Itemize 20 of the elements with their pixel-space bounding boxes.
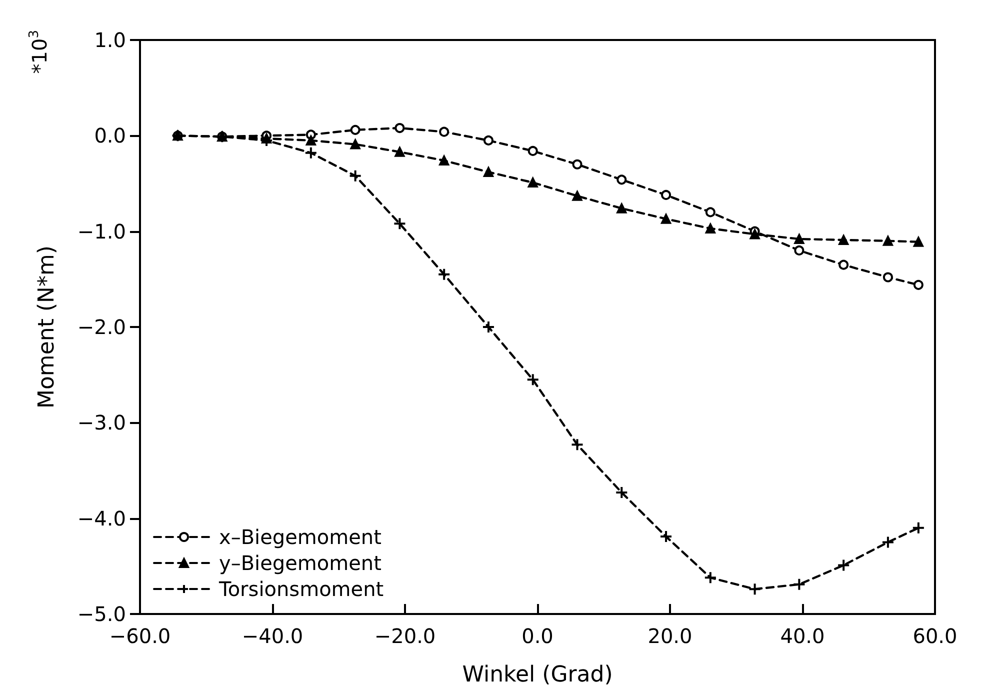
y-tick-label: 1.0 bbox=[94, 28, 126, 52]
x-tick-label: −40.0 bbox=[242, 624, 304, 648]
x-axis-title: Winkel (Grad) bbox=[462, 662, 613, 688]
legend-label: Torsionsmoment bbox=[218, 577, 384, 601]
y-tick-label: −2.0 bbox=[77, 315, 126, 339]
y-tick-label: −4.0 bbox=[77, 506, 126, 530]
x-tick-label: −60.0 bbox=[109, 624, 171, 648]
text: *103 bbox=[27, 30, 52, 74]
y-axis-title: Moment (N*m) bbox=[34, 245, 60, 409]
y-tick-label: −3.0 bbox=[77, 410, 126, 435]
x-tick-label: −20.0 bbox=[374, 624, 436, 648]
x-tick-label: 0.0 bbox=[522, 624, 554, 648]
x-tick-label: 60.0 bbox=[912, 624, 958, 648]
y-tick-label: −5.0 bbox=[77, 602, 126, 626]
y-tick-label: −1.0 bbox=[77, 219, 126, 244]
y-tick-label: 0.0 bbox=[94, 124, 126, 148]
x-tick-label: 20.0 bbox=[648, 624, 692, 648]
legend-label: x–Biegemoment bbox=[219, 525, 382, 549]
x-tick-label: 40.0 bbox=[780, 624, 825, 648]
legend-label: y–Biegemoment bbox=[219, 551, 382, 575]
